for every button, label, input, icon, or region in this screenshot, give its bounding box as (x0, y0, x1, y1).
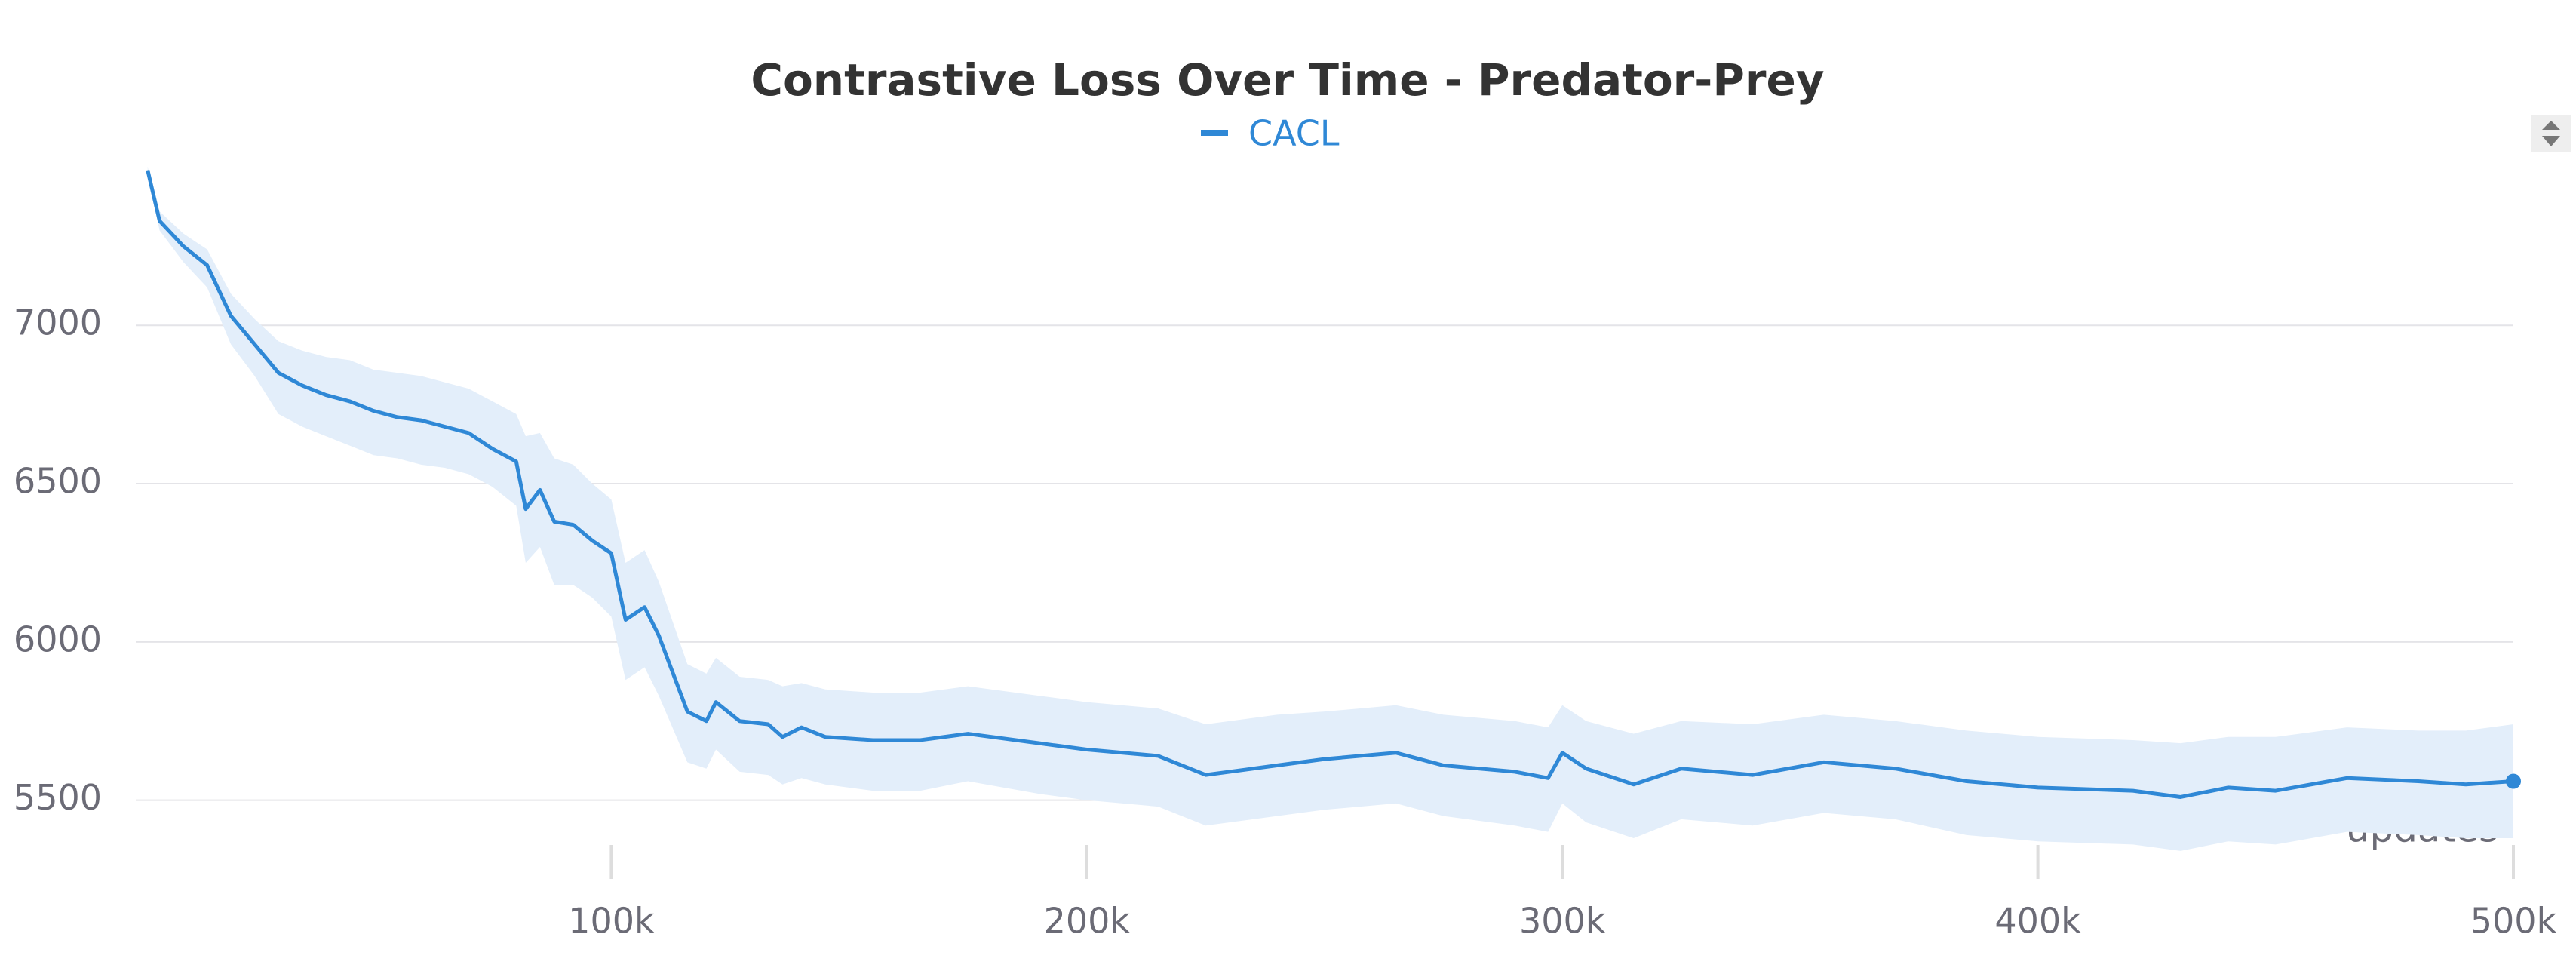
x-tick-label: 300k (1519, 901, 1606, 942)
scroll-control[interactable] (2531, 115, 2571, 152)
scroll-arrows[interactable] (2542, 121, 2560, 146)
x-tick-label: 200k (1044, 901, 1131, 942)
x-tick-label: 400k (1994, 901, 2081, 942)
y-tick-label: 6500 (14, 461, 102, 502)
line (146, 170, 2514, 799)
chart-title: Contrastive Loss Over Time - Predator-Pr… (751, 54, 1824, 106)
x-tick-label: 500k (2470, 901, 2557, 942)
scroll-bg[interactable] (2531, 115, 2571, 152)
legend-label: CACL (1248, 113, 1340, 154)
x-tick-label: 100k (568, 901, 655, 942)
y-tick-label: 6000 (14, 619, 102, 659)
end-point (2506, 773, 2521, 789)
y-tick-label: 7000 (14, 303, 102, 343)
confidence-band (147, 167, 2513, 851)
y-tick-label: 5500 (14, 777, 102, 818)
